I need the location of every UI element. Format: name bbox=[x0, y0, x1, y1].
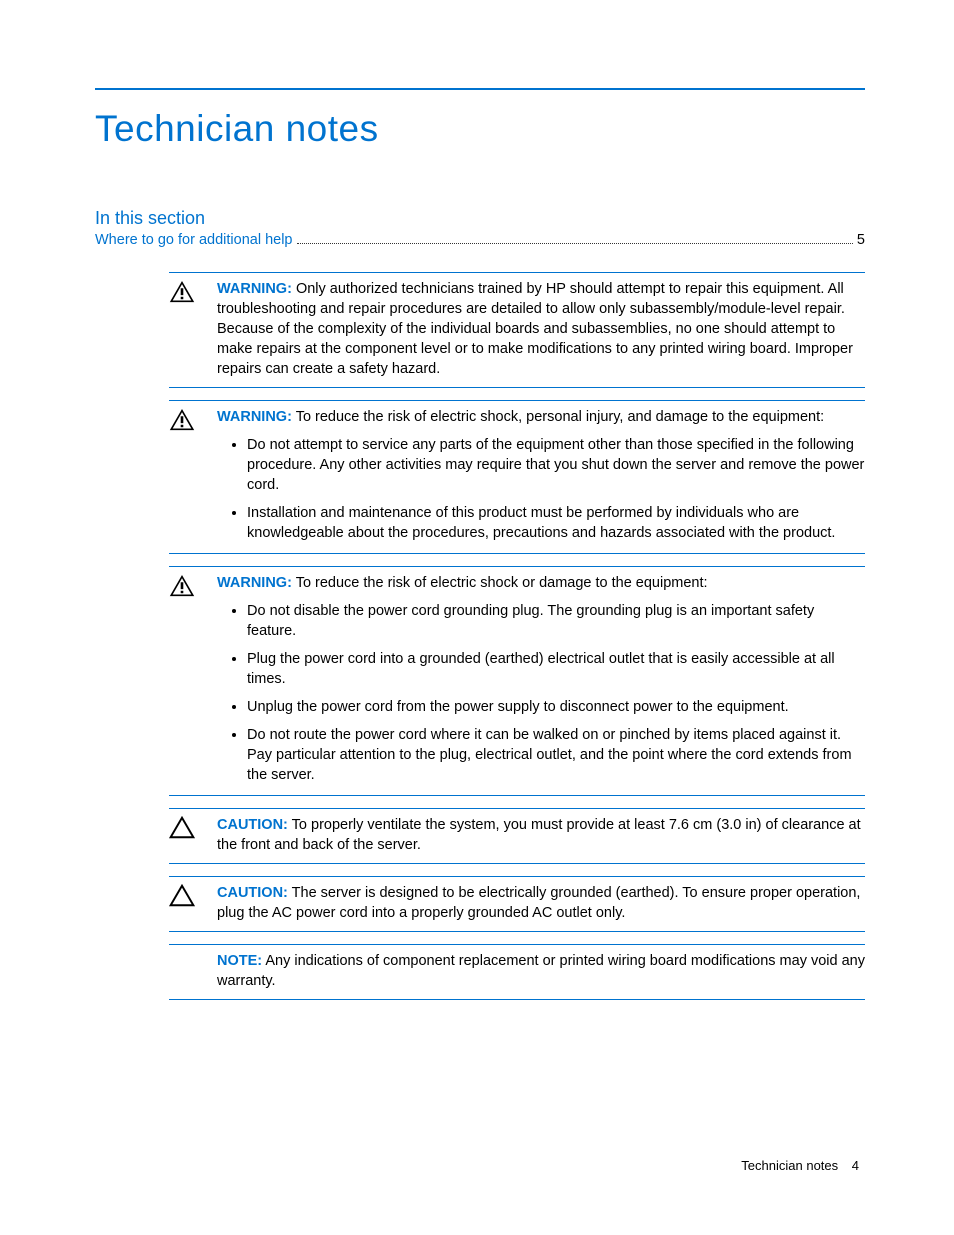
notice-paragraph: Any indications of component replacement… bbox=[217, 953, 865, 989]
warning-icon bbox=[169, 408, 195, 431]
footer-page-number: 4 bbox=[852, 1158, 859, 1173]
caution-icon bbox=[169, 816, 195, 839]
footer-section-name: Technician notes bbox=[741, 1158, 838, 1173]
notice-text: NOTE: Any indications of component repla… bbox=[217, 951, 865, 991]
notice-icon-col bbox=[169, 815, 217, 839]
notice-paragraph: To reduce the risk of electric shock, pe… bbox=[292, 409, 824, 425]
notice-body: CAUTION: To properly ventilate the syste… bbox=[169, 808, 865, 864]
notice-paragraph: The server is designed to be electricall… bbox=[217, 885, 860, 921]
notice-body: CAUTION: The server is designed to be el… bbox=[169, 876, 865, 932]
toc-page-number: 5 bbox=[857, 232, 865, 248]
notice-bullet: Installation and maintenance of this pro… bbox=[247, 503, 865, 543]
notice-paragraph: To properly ventilate the system, you mu… bbox=[217, 817, 861, 853]
notice-bullet: Do not attempt to service any parts of t… bbox=[247, 435, 865, 495]
notice-body: WARNING: To reduce the risk of electric … bbox=[169, 566, 865, 796]
notice-paragraph: Only authorized technicians trained by H… bbox=[217, 281, 853, 377]
notice-icon-col bbox=[169, 279, 217, 303]
notice-bullet-list: Do not disable the power cord grounding … bbox=[217, 601, 865, 785]
toc-link[interactable]: Where to go for additional help bbox=[95, 232, 293, 248]
notice-label: CAUTION: bbox=[217, 817, 288, 833]
notice-body: NOTE: Any indications of component repla… bbox=[169, 944, 865, 1000]
notice-text: WARNING: Only authorized technicians tra… bbox=[217, 279, 865, 379]
notice-body: WARNING: To reduce the risk of electric … bbox=[169, 400, 865, 554]
page-title: Technician notes bbox=[95, 108, 865, 150]
page-footer: Technician notes 4 bbox=[741, 1158, 859, 1173]
notice-paragraph: To reduce the risk of electric shock or … bbox=[292, 575, 708, 591]
notice-block: WARNING: To reduce the risk of electric … bbox=[169, 400, 865, 554]
notice-icon-col bbox=[169, 573, 217, 597]
toc-row: Where to go for additional help 5 bbox=[95, 231, 865, 248]
notice-text: WARNING: To reduce the risk of electric … bbox=[217, 573, 865, 787]
notice-body: WARNING: Only authorized technicians tra… bbox=[169, 272, 865, 388]
notice-icon-col bbox=[169, 407, 217, 431]
notice-bullet: Do not disable the power cord grounding … bbox=[247, 601, 865, 641]
notice-text: WARNING: To reduce the risk of electric … bbox=[217, 407, 865, 545]
toc-leader-dots bbox=[297, 231, 853, 244]
page-content: Technician notes In this section Where t… bbox=[95, 88, 865, 1012]
notice-block: CAUTION: To properly ventilate the syste… bbox=[169, 808, 865, 864]
notice-text: CAUTION: The server is designed to be el… bbox=[217, 883, 865, 923]
notice-bullet: Plug the power cord into a grounded (ear… bbox=[247, 649, 865, 689]
caution-icon bbox=[169, 884, 195, 907]
notices-list: WARNING: Only authorized technicians tra… bbox=[95, 272, 865, 1000]
notice-block: WARNING: Only authorized technicians tra… bbox=[169, 272, 865, 388]
notice-block: NOTE: Any indications of component repla… bbox=[169, 944, 865, 1000]
notice-label: WARNING: bbox=[217, 281, 292, 297]
notice-icon-col bbox=[169, 883, 217, 907]
section-label: In this section bbox=[95, 208, 865, 229]
notice-bullet: Unplug the power cord from the power sup… bbox=[247, 697, 865, 717]
notice-label: WARNING: bbox=[217, 575, 292, 591]
notice-block: CAUTION: The server is designed to be el… bbox=[169, 876, 865, 932]
notice-bullet: Do not route the power cord where it can… bbox=[247, 725, 865, 785]
warning-icon bbox=[169, 574, 195, 597]
notice-bullet-list: Do not attempt to service any parts of t… bbox=[217, 435, 865, 543]
notice-label: NOTE: bbox=[217, 953, 262, 969]
notice-icon-col bbox=[169, 951, 217, 952]
notice-label: CAUTION: bbox=[217, 885, 288, 901]
top-rule bbox=[95, 88, 865, 90]
notice-block: WARNING: To reduce the risk of electric … bbox=[169, 566, 865, 796]
notice-label: WARNING: bbox=[217, 409, 292, 425]
notice-text: CAUTION: To properly ventilate the syste… bbox=[217, 815, 865, 855]
warning-icon bbox=[169, 280, 195, 303]
